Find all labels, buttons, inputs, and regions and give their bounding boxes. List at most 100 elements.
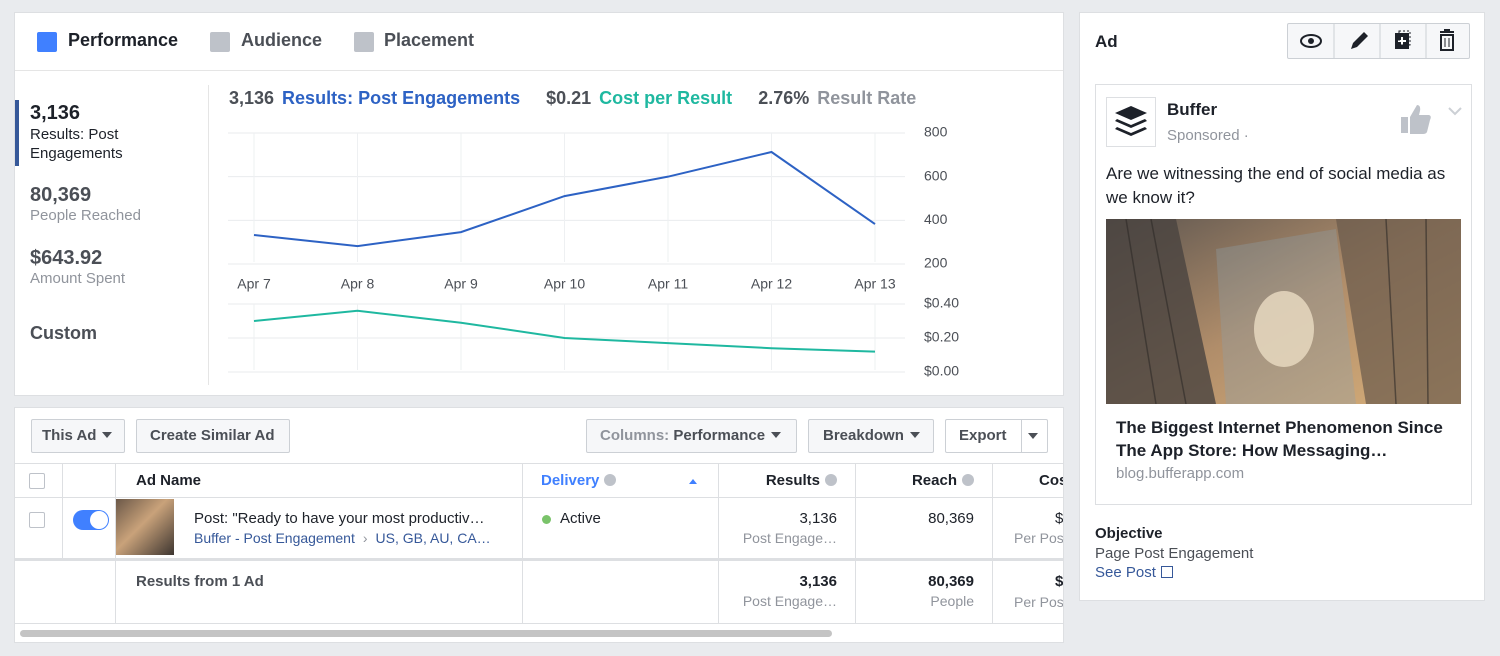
header-cell[interactable]: Reach: [856, 464, 993, 498]
tab-icon: [37, 32, 57, 52]
create-similar-button[interactable]: Create Similar Ad: [136, 419, 290, 453]
metric-value: $0.21: [546, 88, 592, 108]
button-label: Export: [959, 427, 1007, 444]
summary-value: $643.92: [30, 247, 103, 269]
export-button[interactable]: Export: [945, 419, 1048, 453]
button-label: Breakdown: [823, 427, 904, 444]
toggle[interactable]: [73, 510, 109, 530]
x-tick-label: Apr 8: [341, 276, 375, 292]
summary-custom[interactable]: Custom: [30, 323, 97, 343]
columns-button[interactable]: Columns: Performance: [586, 419, 797, 453]
scrollbar[interactable]: [20, 630, 832, 637]
ad-panel: Ad Buffer Sponsored · Are we witnessing …: [1079, 12, 1485, 601]
cost-cell: $ Per Post: [993, 561, 1064, 623]
ad-name[interactable]: Post: "Ready to have your most productiv…: [194, 510, 485, 527]
metric-label: Result Rate: [817, 88, 917, 108]
line-series: [253, 150, 876, 248]
see-post-label[interactable]: See Post: [1095, 564, 1156, 581]
delete-icon[interactable]: [1440, 29, 1454, 51]
x-tick-label: Apr 7: [237, 276, 271, 292]
metric-value: 3,136: [229, 88, 275, 108]
tab[interactable]: Placement: [384, 30, 475, 50]
page-logo: [1106, 97, 1156, 147]
table-row: Post: "Ready to have your most productiv…: [15, 498, 1064, 561]
summary-item[interactable]: $643.92 Amount Spent: [30, 247, 200, 287]
summary-value: 3,136: [30, 102, 81, 124]
header-cell[interactable]: Delivery: [523, 464, 719, 498]
y-tick-label: $0.20: [924, 329, 959, 345]
post-message: Are we witnessing the end of social medi…: [1106, 164, 1446, 207]
x-tick-label: Apr 13: [854, 276, 895, 292]
metric[interactable]: $0.21 Cost per Result: [546, 88, 732, 108]
charts: 200 400 600 800 Apr 7 Apr 8 Apr 9 Apr 10 Apr 11 A…: [228, 124, 959, 379]
preview-icon[interactable]: [1300, 34, 1322, 48]
like-icon[interactable]: [1399, 103, 1469, 137]
header-cell: [63, 464, 116, 498]
tab[interactable]: Audience: [241, 30, 323, 50]
cost-type: Per Post: [1014, 530, 1064, 546]
post-preview: Buffer Sponsored · Are we witnessing the…: [1095, 84, 1472, 505]
x-tick-label: Apr 9: [444, 276, 478, 292]
table-header: Ad Name Delivery Results Reach Cost: [15, 463, 1063, 498]
link-title[interactable]: The Biggest Internet Phenomenon Since Th…: [1116, 418, 1443, 460]
x-tick-label: Apr 11: [648, 276, 688, 292]
metric[interactable]: 3,136 Results: Post Engagements: [229, 88, 520, 108]
page-name[interactable]: Buffer: [1167, 100, 1218, 119]
cost-type: Per Post: [1014, 594, 1064, 610]
header-cell: [15, 464, 63, 498]
this-ad-button[interactable]: This Ad: [31, 419, 125, 453]
summary-item[interactable]: 3,136 Results: Post Engagements: [30, 102, 190, 163]
divider: [208, 85, 209, 385]
header-cell[interactable]: Ad Name: [116, 464, 523, 498]
action-icons: [1300, 24, 1454, 58]
header-label: Reach: [911, 472, 957, 489]
campaign[interactable]: Buffer - Post Engagement › US, GB, AU, CA…: [194, 530, 491, 546]
results: 3,136: [799, 510, 837, 527]
objective-label: Objective: [1095, 525, 1163, 542]
thumbnail: [116, 499, 174, 555]
ad-name-cell: Post: "Ready to have your most productiv…: [116, 498, 523, 558]
breakdown-button[interactable]: Breakdown: [808, 419, 934, 453]
button-value: Performance: [673, 427, 766, 444]
duplicate-icon[interactable]: [1395, 30, 1411, 49]
sponsored: Sponsored ·: [1167, 127, 1249, 144]
reach: 80,369: [928, 573, 974, 590]
see-post-link[interactable]: See Post: [1095, 564, 1173, 581]
metric-label: Results: Post Engagements: [282, 88, 521, 108]
metric[interactable]: 2.76% Result Rate: [758, 88, 916, 108]
delivery: Active: [560, 510, 601, 527]
link-domain: blog.bufferapp.com: [1116, 465, 1245, 482]
ad-title: Ad: [1095, 32, 1118, 51]
line-series: [253, 309, 876, 353]
delivery-cell: Active: [523, 498, 719, 558]
total-label: Results from 1 Ad: [116, 561, 523, 623]
tab[interactable]: Performance: [68, 30, 179, 50]
selected-marker: [15, 100, 19, 166]
link-box[interactable]: The Biggest Internet Phenomenon Since Th…: [1096, 404, 1471, 504]
y-tick-label: $0.00: [924, 363, 959, 379]
reach: 80,369: [928, 510, 974, 527]
header-cell[interactable]: Cost: [1039, 472, 1063, 489]
checkbox[interactable]: [29, 473, 45, 489]
checkbox[interactable]: [29, 512, 45, 528]
summary-label: Amount Spent: [30, 270, 126, 287]
results: 3,136: [799, 573, 837, 590]
summary-label: People Reached: [30, 207, 141, 224]
ad-actions: [1287, 23, 1470, 59]
tab-icon: [210, 32, 230, 52]
header-label: Results: [765, 472, 820, 489]
summary-item[interactable]: 80,369 People Reached: [30, 184, 200, 224]
header-cell[interactable]: Results: [719, 464, 856, 498]
campaign-name[interactable]: Buffer - Post Engagement: [194, 530, 355, 546]
reach-cell: 80,369 People: [856, 561, 993, 623]
y-tick-label: 200: [924, 255, 948, 271]
reach-cell: 80,369: [856, 498, 993, 558]
table-panel: This Ad Create Similar Ad Columns: Perfo…: [14, 407, 1064, 643]
results-cell: 3,136 Post Engage…: [719, 498, 856, 558]
summary-value: 80,369: [30, 184, 92, 206]
performance-panel: Performance Audience Placement 3,136 Res…: [14, 12, 1064, 396]
cost: $: [1055, 510, 1064, 527]
edit-icon[interactable]: [1351, 32, 1368, 49]
x-tick-label: Apr 12: [751, 276, 792, 292]
